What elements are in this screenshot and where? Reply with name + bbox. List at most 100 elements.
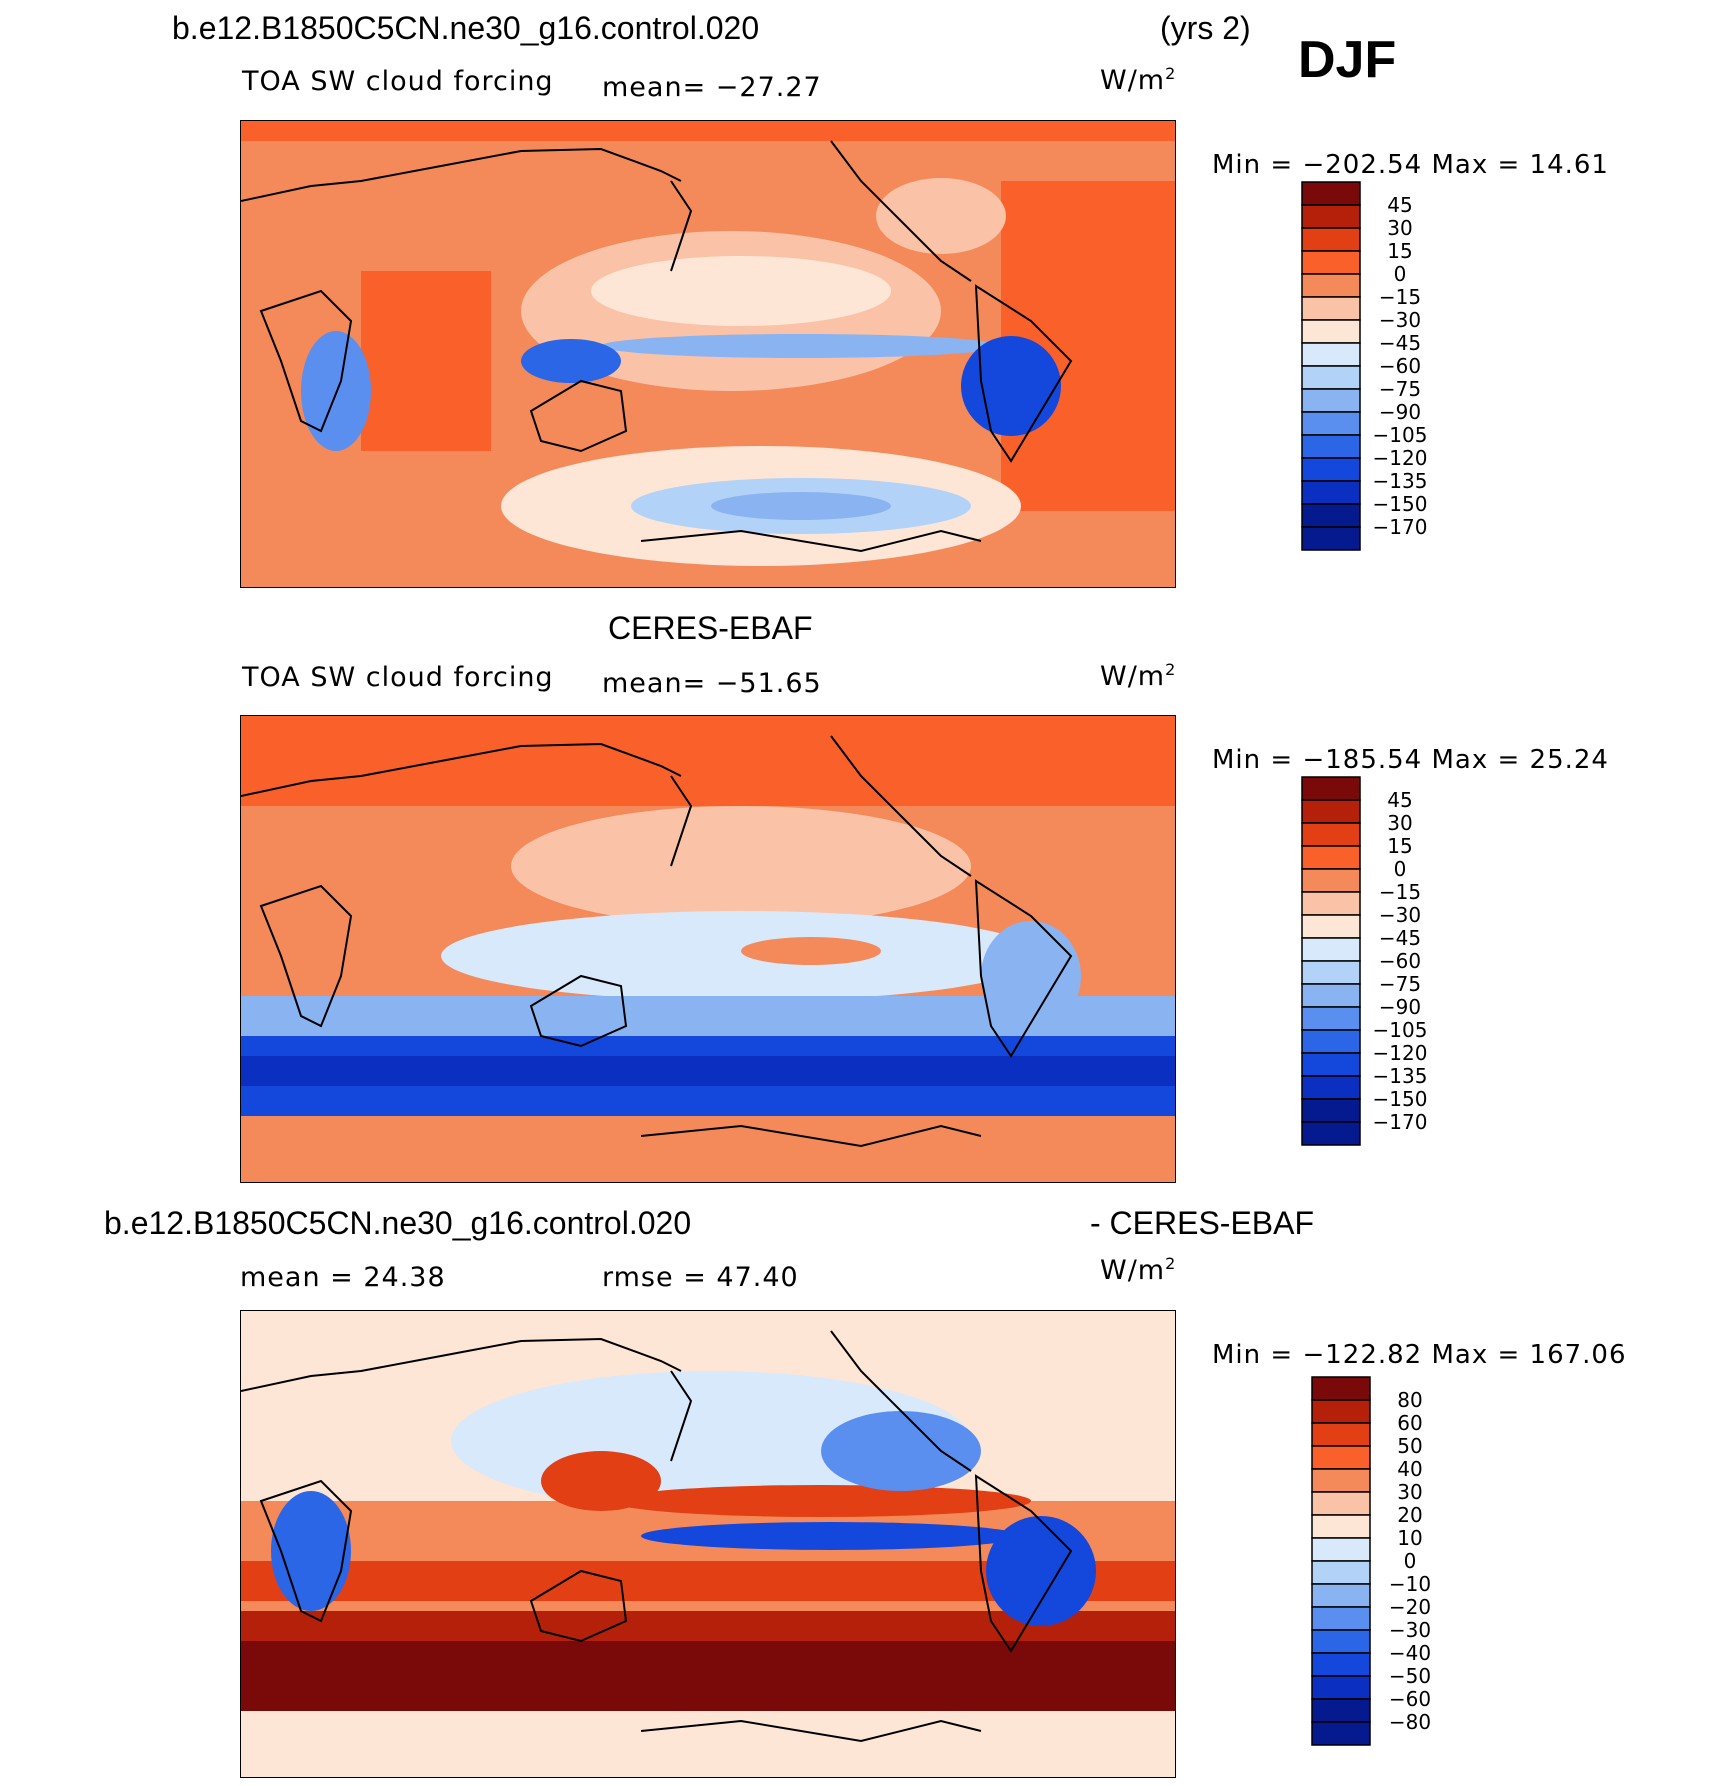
colorbar-tick-label: 40 bbox=[1397, 1457, 1422, 1481]
colorbar-tick-label: 60 bbox=[1397, 1411, 1422, 1435]
panel1-map-svg bbox=[241, 121, 1175, 587]
colorbar-swatch bbox=[1301, 983, 1361, 1008]
colorbar-swatch bbox=[1311, 1537, 1371, 1562]
east-asia-coast bbox=[670, 775, 693, 867]
colorbar-tick-label: −75 bbox=[1379, 972, 1421, 996]
south-america-outline bbox=[974, 284, 1073, 463]
colorbar-tick-label: 0 bbox=[1394, 857, 1407, 881]
panel1-colorbar: 45 30 15 0 −15 −30 −45 −60 −75 −90 −105 −120 −135 −15… bbox=[1300, 180, 1450, 570]
colorbar-swatch bbox=[1311, 1698, 1371, 1723]
colorbar-tick-label: −10 bbox=[1389, 1572, 1431, 1596]
north-america-region bbox=[821, 1411, 981, 1491]
colorbar-tick-label: −105 bbox=[1373, 1018, 1428, 1042]
panel2-variable-label: TOA SW cloud forcing bbox=[242, 662, 554, 693]
eurasia-coast bbox=[241, 742, 682, 797]
model-case-title: b.e12.B1850C5CN.ne30_g16.control.020 bbox=[172, 10, 760, 46]
colorbar-swatch bbox=[1301, 250, 1361, 275]
colorbar-tick-label: 45 bbox=[1387, 788, 1412, 812]
colorbar-swatch bbox=[1301, 960, 1361, 985]
panel1-units: W/m2 bbox=[1100, 64, 1177, 96]
northern-band bbox=[241, 716, 1175, 806]
colorbar-tick-label: −45 bbox=[1379, 331, 1421, 355]
antarctica-coast bbox=[640, 1719, 982, 1743]
colorbar-swatch bbox=[1301, 181, 1361, 206]
season-label: DJF bbox=[1298, 31, 1397, 89]
panel1-colorbar-svg: 4530150−15−30−45−60−75−90−105−120−135−15… bbox=[1301, 181, 1427, 551]
colorbar-swatch bbox=[1301, 342, 1361, 367]
colorbar-swatch bbox=[1311, 1652, 1371, 1677]
diff-obs-title: - CERES-EBAF bbox=[1090, 1205, 1315, 1241]
colorbar-tick-label: −135 bbox=[1373, 1064, 1428, 1088]
colorbar-swatch bbox=[1311, 1629, 1371, 1654]
south-america-region bbox=[981, 921, 1081, 1031]
east-asia-region bbox=[541, 1451, 661, 1511]
colorbar-tick-label: −90 bbox=[1379, 400, 1421, 424]
africa-outline bbox=[259, 884, 353, 1028]
colorbar-tick-label: −90 bbox=[1379, 995, 1421, 1019]
colorbar-swatch bbox=[1301, 227, 1361, 252]
africa-outline bbox=[259, 289, 353, 433]
north-america-west-coast bbox=[830, 735, 972, 877]
years-label: (yrs 2) bbox=[1160, 10, 1251, 46]
panel2-map bbox=[240, 715, 1176, 1183]
eurasia-coast bbox=[241, 147, 682, 202]
panel2-mean-label: mean= −51.65 bbox=[602, 668, 822, 699]
australia-outline bbox=[529, 1569, 628, 1643]
north-pacific-core bbox=[591, 256, 891, 326]
colorbar-tick-label: 30 bbox=[1397, 1480, 1422, 1504]
colorbar-tick-label: −60 bbox=[1379, 949, 1421, 973]
colorbar-swatch bbox=[1301, 1121, 1361, 1146]
east-asia-coast bbox=[670, 1370, 693, 1462]
colorbar-swatch bbox=[1301, 503, 1361, 528]
north-america-region bbox=[876, 178, 1006, 254]
colorbar-swatch bbox=[1311, 1583, 1371, 1608]
panel3-minmax-label: Min = −122.82 Max = 167.06 bbox=[1212, 1340, 1627, 1370]
panel3-mean-label: mean = 24.38 bbox=[240, 1262, 446, 1293]
colorbar-swatch bbox=[1301, 799, 1361, 824]
north-america-west-coast bbox=[830, 140, 972, 282]
eurasia-coast bbox=[241, 1337, 682, 1392]
colorbar-swatch bbox=[1301, 388, 1361, 413]
colorbar-tick-label: −50 bbox=[1389, 1664, 1431, 1688]
colorbar-swatch bbox=[1301, 480, 1361, 505]
panel2-colorbar-svg: 4530150−15−30−45−60−75−90−105−120−135−15… bbox=[1301, 776, 1428, 1146]
colorbar-swatch bbox=[1301, 776, 1361, 801]
southern-ocean-core bbox=[711, 492, 891, 520]
colorbar-tick-label: −15 bbox=[1379, 880, 1421, 904]
panel3-map bbox=[240, 1310, 1176, 1778]
colorbar-swatch bbox=[1301, 1098, 1361, 1123]
colorbar-swatch bbox=[1311, 1376, 1371, 1401]
colorbar-swatch bbox=[1311, 1675, 1371, 1700]
panel3-units: W/m2 bbox=[1100, 1254, 1177, 1286]
colorbar-tick-label: −30 bbox=[1379, 903, 1421, 927]
colorbar-swatch bbox=[1311, 1445, 1371, 1470]
north-itcz-band bbox=[611, 1485, 1031, 1517]
colorbar-swatch bbox=[1301, 526, 1361, 551]
indian-ocean-region bbox=[361, 271, 491, 451]
tropical-band bbox=[441, 911, 1041, 1001]
panel2-colorbar: 45 30 15 0 −15 −30 −45 −60 −75 −90 −105 −120 −135 −15… bbox=[1300, 775, 1450, 1165]
colorbar-swatch bbox=[1301, 411, 1361, 436]
coastlines bbox=[241, 140, 1073, 553]
obs-title: CERES-EBAF bbox=[608, 610, 813, 646]
colorbar-tick-label: 20 bbox=[1397, 1503, 1422, 1527]
colorbar-swatch bbox=[1301, 845, 1361, 870]
colorbar-swatch bbox=[1311, 1422, 1371, 1447]
colorbar-swatch bbox=[1311, 1468, 1371, 1493]
colorbar-swatch bbox=[1311, 1399, 1371, 1424]
polar-band bbox=[241, 121, 1175, 141]
east-asia-coast bbox=[670, 180, 693, 272]
southern-africa-region bbox=[271, 1491, 351, 1611]
panel3-map-svg bbox=[241, 1311, 1175, 1777]
panel2-minmax-label: Min = −185.54 Max = 25.24 bbox=[1212, 745, 1609, 775]
antarctica-coast bbox=[640, 529, 982, 553]
colorbar-tick-label: −40 bbox=[1389, 1641, 1431, 1665]
equatorial-pacific-band bbox=[641, 1522, 1021, 1550]
antarctic-band bbox=[241, 1721, 1175, 1777]
coastlines bbox=[241, 735, 1073, 1148]
colorbar-tick-label: −30 bbox=[1379, 308, 1421, 332]
australia-outline bbox=[529, 379, 628, 453]
panel2-units: W/m2 bbox=[1100, 660, 1177, 692]
panel1-mean-label: mean= −27.27 bbox=[602, 72, 822, 103]
colorbar-tick-label: 80 bbox=[1397, 1388, 1422, 1412]
